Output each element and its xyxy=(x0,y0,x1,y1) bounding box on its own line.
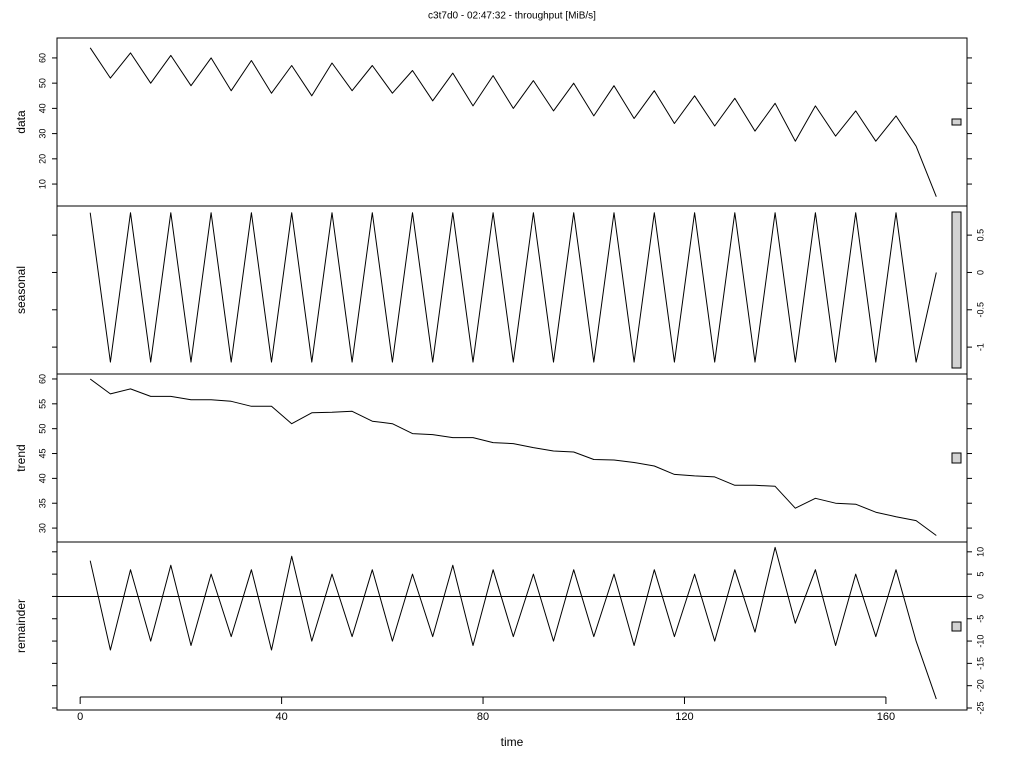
y-tick-label: 35 xyxy=(37,498,47,508)
x-tick-label: 120 xyxy=(675,711,693,723)
y-axis-label: trend xyxy=(14,444,28,471)
x-tick-label: 80 xyxy=(477,711,489,723)
y-tick-label: 10 xyxy=(37,179,47,189)
y-tick-label: 30 xyxy=(37,129,47,139)
x-tick-label: 160 xyxy=(877,711,895,723)
y-tick-label: 60 xyxy=(37,374,47,384)
x-axis-label: time xyxy=(501,735,524,749)
range-bar xyxy=(951,118,962,126)
y-tick-label: -1 xyxy=(975,343,985,351)
range-bar xyxy=(951,211,962,369)
series-line xyxy=(89,212,937,363)
x-tick-label: 40 xyxy=(275,711,287,723)
series-line xyxy=(89,47,937,197)
y-tick-label: 45 xyxy=(37,449,47,459)
range-bar xyxy=(951,452,962,464)
y-tick-label: 50 xyxy=(37,424,47,434)
series-line xyxy=(89,546,937,700)
x-tick-label: 0 xyxy=(77,711,83,723)
y-tick-label: -10 xyxy=(975,635,985,648)
panel-frame xyxy=(56,373,968,543)
y-tick-label: 55 xyxy=(37,399,47,409)
y-tick-label: 0 xyxy=(975,594,985,599)
y-axis-label: seasonal xyxy=(14,266,28,314)
y-tick-label: 5 xyxy=(975,572,985,577)
y-tick-label: 20 xyxy=(37,154,47,164)
y-axis-label: data xyxy=(14,110,28,134)
y-tick-label: 40 xyxy=(37,473,47,483)
y-tick-label: -25 xyxy=(975,701,985,714)
panel-frame xyxy=(56,541,968,711)
range-bar xyxy=(951,621,962,632)
y-tick-label: 50 xyxy=(37,78,47,88)
y-tick-label: 60 xyxy=(37,53,47,63)
y-tick-label: 30 xyxy=(37,523,47,533)
y-tick-label: 40 xyxy=(37,103,47,113)
y-tick-label: 10 xyxy=(975,547,985,557)
series-line xyxy=(89,378,937,536)
panel-frame xyxy=(56,37,968,207)
chart-title: c3t7d0 - 02:47:32 - throughput [MiB/s] xyxy=(428,11,596,22)
y-tick-label: -20 xyxy=(975,679,985,692)
y-tick-label: -15 xyxy=(975,657,985,670)
y-tick-label: -0.5 xyxy=(975,302,985,318)
y-tick-label: -5 xyxy=(975,615,985,623)
y-tick-label: 0 xyxy=(975,270,985,275)
y-tick-label: 0.5 xyxy=(975,229,985,242)
y-axis-label: remainder xyxy=(14,599,28,653)
